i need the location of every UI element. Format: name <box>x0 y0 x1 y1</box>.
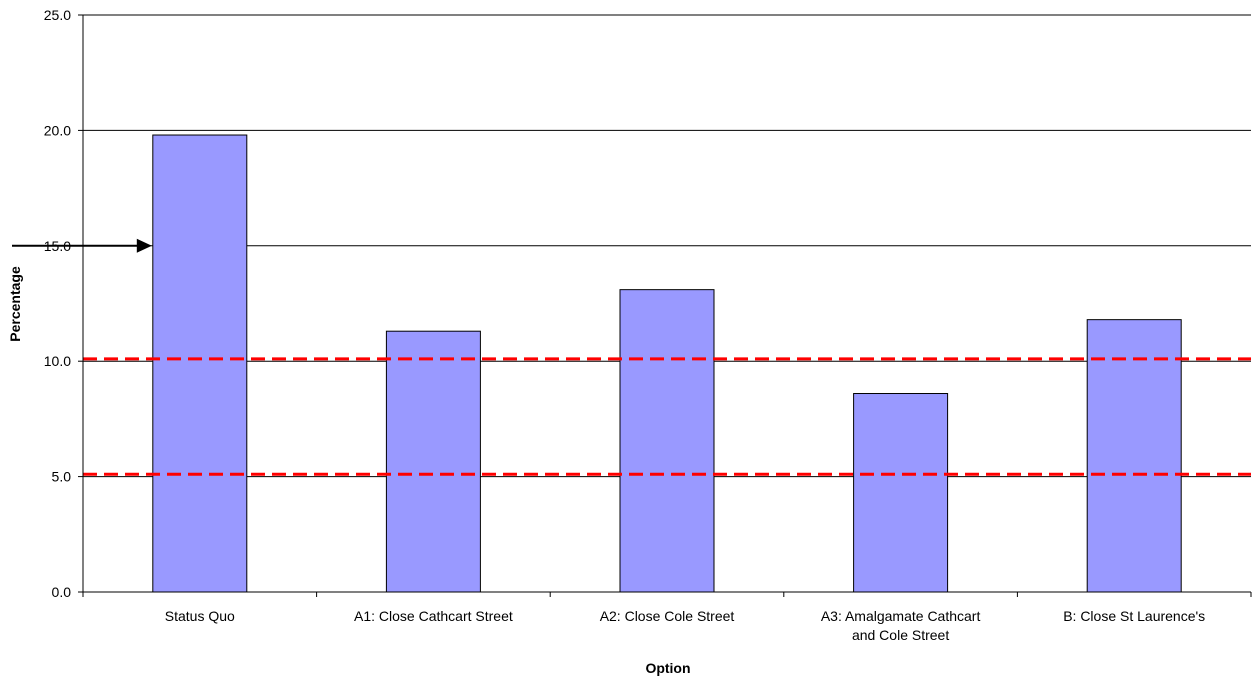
y-tick-label: 20.0 <box>44 122 71 138</box>
y-tick-label: 10.0 <box>44 353 71 369</box>
y-tick-label: 0.0 <box>52 584 72 600</box>
x-category-label: and Cole Street <box>852 627 949 643</box>
x-category-label: A1: Close Cathcart Street <box>354 608 513 624</box>
bar <box>386 331 480 592</box>
x-category-label: Status Quo <box>165 608 235 624</box>
y-tick-label: 5.0 <box>52 469 72 485</box>
y-tick-label: 25.0 <box>44 7 71 23</box>
y-axis-title: Percentage <box>7 266 23 342</box>
x-category-label: B: Close St Laurence's <box>1063 608 1205 624</box>
x-category-label: A3: Amalgamate Cathcart <box>821 608 981 624</box>
bar <box>620 290 714 592</box>
bar <box>1087 320 1181 592</box>
y-axis-ticks: 0.05.010.015.020.025.0 <box>44 7 83 600</box>
bars <box>153 135 1181 592</box>
x-axis-title: Option <box>645 660 690 676</box>
x-category-label: A2: Close Cole Street <box>600 608 735 624</box>
x-axis-category-labels: Status Quo A1: Close Cathcart Street A2: C… <box>165 608 1205 643</box>
bar <box>153 135 247 592</box>
bar <box>854 394 948 592</box>
arrow-head <box>137 239 152 253</box>
annotation-arrow <box>12 239 152 253</box>
